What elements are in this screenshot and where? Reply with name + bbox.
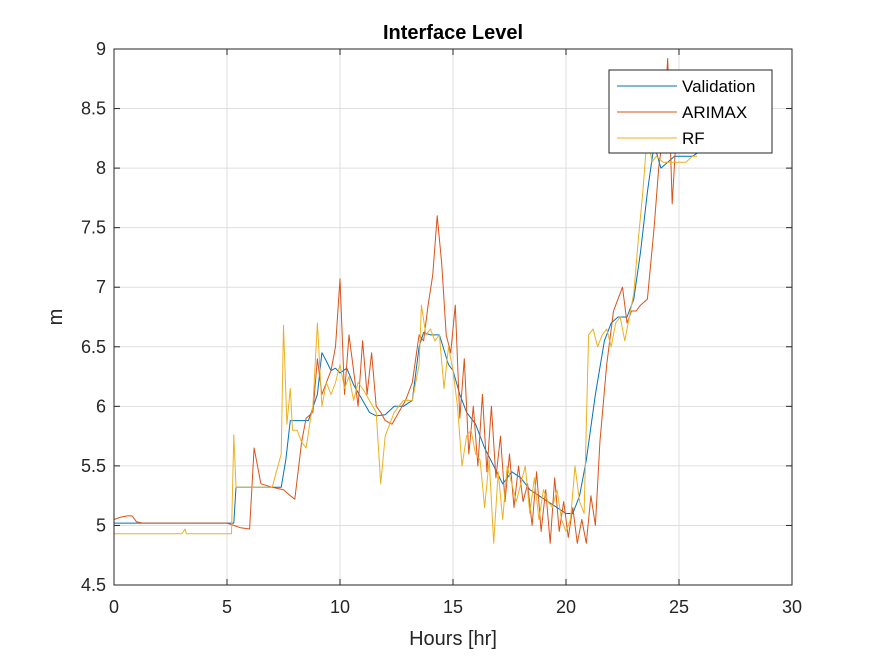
- y-tick-label: 5.5: [81, 456, 106, 476]
- series-lines: [113, 58, 702, 544]
- axis-ticks: 0 5 10 15 20 25 30 4.5 5 5.5 6 6.5 7 7.5 8 8.5 9: [81, 39, 802, 617]
- legend-label: ARIMAX: [682, 103, 747, 122]
- x-tick-label: 10: [330, 597, 350, 617]
- series-line-rf: [114, 131, 698, 544]
- y-tick-label: 7: [96, 277, 106, 297]
- legend: Validation ARIMAX RF: [608, 69, 773, 154]
- y-tick-label: 6.5: [81, 337, 106, 357]
- x-axis-title: Hours [hr]: [409, 628, 497, 650]
- x-tick-label: 20: [556, 597, 576, 617]
- y-tick-label: 6: [96, 396, 106, 416]
- x-tick-label: 25: [669, 597, 689, 617]
- y-tick-label: 4.5: [81, 575, 106, 595]
- y-tick-label: 9: [96, 39, 106, 59]
- x-tick-label: 5: [222, 597, 232, 617]
- chart-title: Interface Level: [383, 22, 523, 44]
- x-tick-label: 30: [782, 597, 802, 617]
- y-tick-label: 8: [96, 158, 106, 178]
- y-tick-label: 5: [96, 515, 106, 535]
- legend-label: Validation: [682, 77, 755, 96]
- y-tick-label: 7.5: [81, 218, 106, 238]
- y-axis-title: m: [45, 309, 67, 326]
- y-tick-label: 8.5: [81, 99, 106, 119]
- legend-label: RF: [682, 129, 705, 148]
- series-line-arimax: [113, 58, 698, 544]
- x-tick-label: 15: [443, 597, 463, 617]
- x-tick-label: 0: [109, 597, 119, 617]
